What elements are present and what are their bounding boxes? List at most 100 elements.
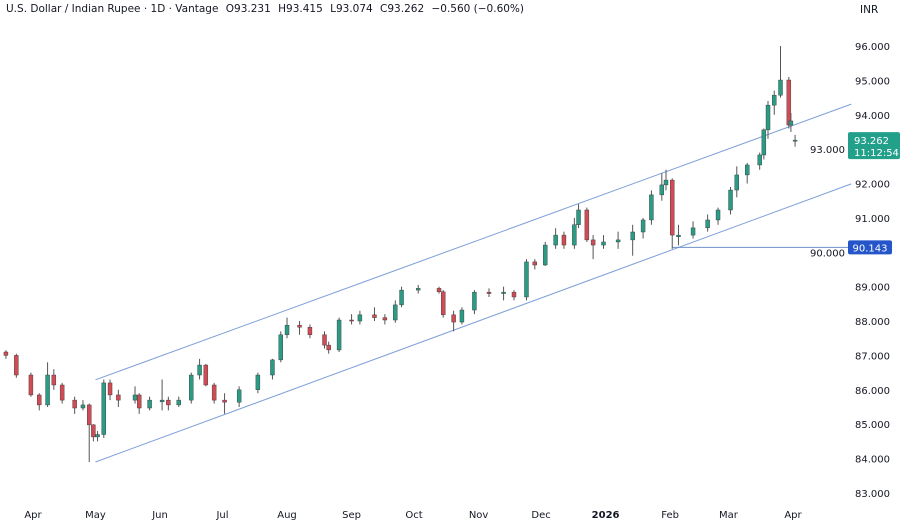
candle-up bbox=[761, 129, 767, 156]
candle-up bbox=[357, 314, 363, 322]
candle-down bbox=[107, 382, 113, 396]
candle-down bbox=[37, 394, 42, 406]
candle-up bbox=[101, 382, 106, 435]
currency-label[interactable]: INR bbox=[860, 4, 879, 16]
y-tick-label: 89.000 bbox=[855, 283, 890, 294]
candle-up bbox=[416, 288, 421, 291]
candle-up bbox=[336, 319, 342, 351]
candle-down bbox=[436, 288, 442, 293]
x-tick-label: May bbox=[85, 510, 106, 521]
ohlc-low: L93.074 bbox=[330, 3, 373, 15]
chart-title: U.S. Dollar / Indian Rupee · 1D · Vantag… bbox=[6, 3, 528, 15]
x-tick-label: Oct bbox=[405, 510, 422, 521]
y-tick-label: 87.000 bbox=[855, 351, 890, 362]
candle-down bbox=[14, 355, 19, 376]
candle-up bbox=[399, 289, 404, 306]
candle-up bbox=[649, 194, 654, 221]
candle-down bbox=[28, 374, 34, 396]
candle-up bbox=[524, 261, 529, 298]
x-tick-label: Jul bbox=[215, 510, 228, 521]
candle-up bbox=[676, 234, 681, 238]
candle-down bbox=[307, 327, 313, 335]
candle-up bbox=[640, 219, 646, 233]
candle-up bbox=[690, 227, 696, 236]
candle-down bbox=[451, 314, 456, 323]
x-tick-label: Nov bbox=[469, 510, 489, 521]
candle-down bbox=[382, 317, 388, 321]
candle-down bbox=[786, 79, 792, 126]
candle-up bbox=[255, 374, 261, 391]
ohlc-change: −0.560 (−0.60%) bbox=[431, 3, 525, 15]
candle-up bbox=[615, 239, 621, 243]
candle-down bbox=[511, 291, 517, 298]
level-price-label: 90.143 bbox=[853, 243, 888, 254]
bar-countdown-label: 11:12:54 bbox=[854, 148, 899, 159]
candle-down bbox=[486, 291, 492, 294]
candle-down bbox=[561, 234, 567, 246]
candle-down bbox=[532, 261, 538, 266]
candle-up bbox=[572, 224, 577, 246]
y-tick-label: 88.000 bbox=[855, 317, 890, 328]
candle-up bbox=[284, 324, 290, 335]
candle-down bbox=[590, 239, 596, 246]
candle-up bbox=[393, 304, 398, 321]
y-tick-label: 84.000 bbox=[855, 455, 890, 466]
x-tick-label: Sep bbox=[342, 510, 361, 521]
candle-down bbox=[87, 404, 92, 426]
candle-up bbox=[472, 291, 477, 311]
candle-up bbox=[659, 184, 665, 196]
candle-up bbox=[663, 179, 669, 186]
y-tick-label: 91.000 bbox=[855, 214, 890, 225]
candle-down bbox=[116, 394, 121, 401]
candle-up bbox=[189, 374, 194, 401]
y-tick-label: 93.000 bbox=[810, 145, 845, 156]
candle-up bbox=[132, 394, 138, 401]
candle-up bbox=[728, 189, 733, 211]
symbol-name: U.S. Dollar / Indian Rupee · 1D · Vantag… bbox=[6, 3, 219, 15]
last-price-label: 93.262 bbox=[854, 136, 889, 147]
x-tick-label: Apr bbox=[784, 510, 802, 521]
x-tick-label: Dec bbox=[531, 510, 550, 521]
candle-up bbox=[757, 154, 762, 166]
candle-up bbox=[45, 374, 50, 406]
candle-down bbox=[91, 424, 96, 438]
candle-up bbox=[501, 291, 506, 294]
level-price-label-bg bbox=[848, 240, 892, 255]
candle-up bbox=[734, 174, 739, 191]
candle-down bbox=[136, 394, 142, 409]
ohlc-open: O93.231 bbox=[225, 3, 271, 15]
x-tick-label: Aug bbox=[277, 510, 297, 521]
candle-down bbox=[222, 399, 227, 403]
candle-up bbox=[197, 364, 202, 376]
candle-up bbox=[176, 399, 181, 406]
candle-up bbox=[543, 244, 548, 266]
ohlc-high: H93.415 bbox=[278, 3, 323, 15]
candle-down bbox=[372, 314, 377, 318]
candle-up bbox=[788, 120, 794, 126]
candle-down bbox=[440, 291, 446, 316]
candle-up bbox=[159, 399, 165, 403]
candle-up bbox=[236, 389, 242, 403]
candle-down bbox=[59, 384, 65, 401]
candle-up bbox=[95, 434, 100, 438]
y-tick-label: 83.000 bbox=[855, 489, 890, 500]
candle-up bbox=[744, 164, 750, 176]
candle-down bbox=[584, 209, 590, 241]
last-price-label-bg bbox=[848, 132, 900, 160]
candle-up bbox=[80, 404, 86, 409]
ohlc-close: C93.262 bbox=[380, 3, 425, 15]
candle-up bbox=[601, 241, 606, 246]
x-tick-label: Mar bbox=[719, 510, 739, 521]
candle-up bbox=[772, 94, 777, 106]
candle-up bbox=[553, 234, 558, 246]
candle-up bbox=[705, 219, 710, 229]
y-tick-label: 92.000 bbox=[855, 180, 890, 191]
candle-down bbox=[51, 374, 57, 386]
candle-up bbox=[147, 399, 152, 409]
y-tick-label: 95.000 bbox=[855, 76, 890, 87]
channel-upper-line bbox=[95, 103, 852, 381]
y-tick-label: 90.000 bbox=[810, 248, 845, 259]
candle-down bbox=[72, 399, 77, 409]
candle-up bbox=[778, 79, 783, 96]
